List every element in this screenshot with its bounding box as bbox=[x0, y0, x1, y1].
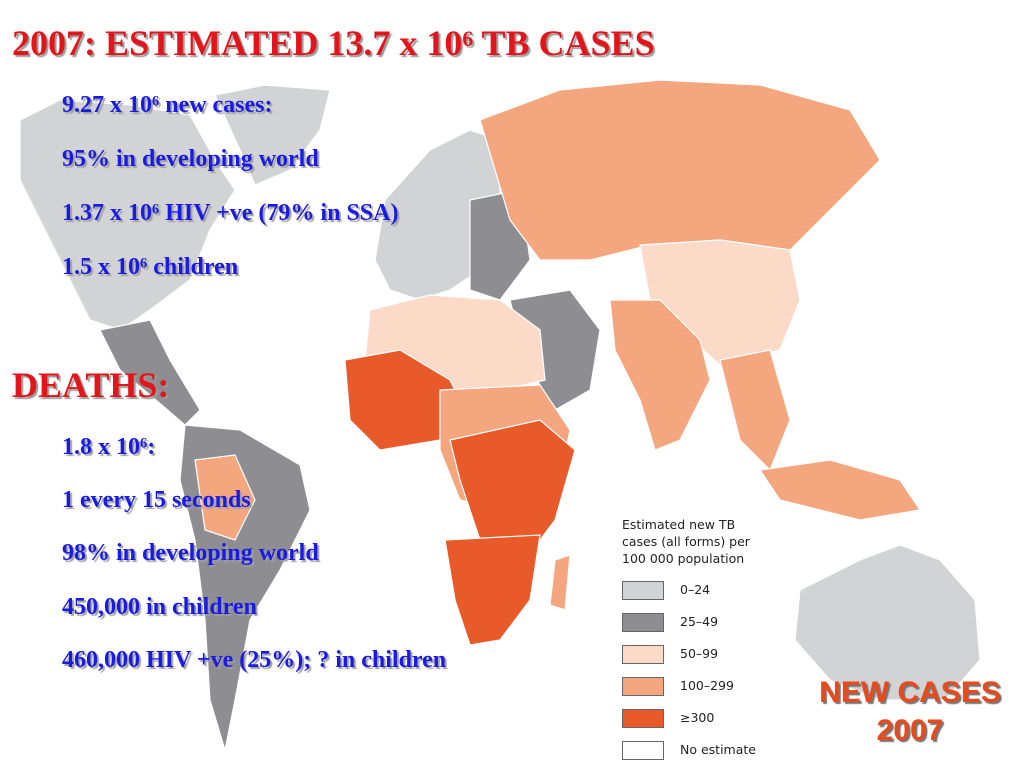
legend-swatch bbox=[622, 613, 664, 632]
bullet: 1 every 15 seconds bbox=[62, 487, 251, 513]
legend-swatch bbox=[622, 645, 664, 664]
south-america-high bbox=[194, 454, 256, 541]
bullet: 95% in developing world bbox=[62, 146, 319, 172]
legend-label: No estimate bbox=[680, 742, 756, 757]
bullet: 1.37 x 10⁶ HIV +ve (79% in SSA) bbox=[62, 200, 399, 226]
legend-label: 25–49 bbox=[680, 614, 719, 629]
deaths-heading: DEATHS: bbox=[12, 365, 170, 405]
bullet: 450,000 in children bbox=[62, 594, 257, 620]
india bbox=[609, 299, 711, 451]
southern-africa bbox=[444, 534, 541, 646]
legend-swatch bbox=[622, 677, 664, 696]
legend-title: Estimated new TB cases (all forms) per 1… bbox=[622, 516, 750, 567]
legend-label: 0–24 bbox=[680, 582, 711, 597]
indonesia bbox=[758, 459, 922, 521]
legend-label: 100–299 bbox=[680, 678, 734, 693]
australia bbox=[794, 544, 981, 701]
bullet: 1.8 x 10⁶: bbox=[62, 434, 156, 460]
bullet: 460,000 HIV +ve (25%); ? in children bbox=[62, 647, 447, 673]
north-america bbox=[19, 99, 236, 331]
legend-label: 50–99 bbox=[680, 646, 719, 661]
legend-label: ≥300 bbox=[680, 710, 715, 725]
map-label: NEW CASES bbox=[819, 676, 1001, 709]
bullet: 9.27 x 10⁶ new cases: bbox=[62, 92, 273, 118]
bullet: 98% in developing world bbox=[62, 540, 319, 566]
legend-title-line: 100 000 population bbox=[622, 551, 745, 566]
bullet: 1.5 x 10⁶ children bbox=[62, 254, 239, 280]
legend-swatch bbox=[622, 741, 664, 760]
legend-swatch bbox=[622, 581, 664, 600]
southeast-asia bbox=[719, 349, 791, 472]
greenland bbox=[214, 84, 331, 186]
madagascar bbox=[549, 554, 571, 611]
legend-title-line: Estimated new TB bbox=[622, 517, 736, 532]
legend-swatch bbox=[622, 709, 664, 728]
legend: Estimated new TB cases (all forms) per 1… bbox=[612, 508, 762, 760]
east-africa bbox=[449, 419, 576, 561]
map-label: 2007 bbox=[876, 714, 944, 747]
legend-title-line: cases (all forms) per bbox=[622, 534, 750, 549]
slide-title: 2007: ESTIMATED 13.7 x 10⁶ TB CASES bbox=[12, 23, 655, 63]
central-america bbox=[99, 319, 201, 426]
russia-asia bbox=[479, 79, 881, 261]
